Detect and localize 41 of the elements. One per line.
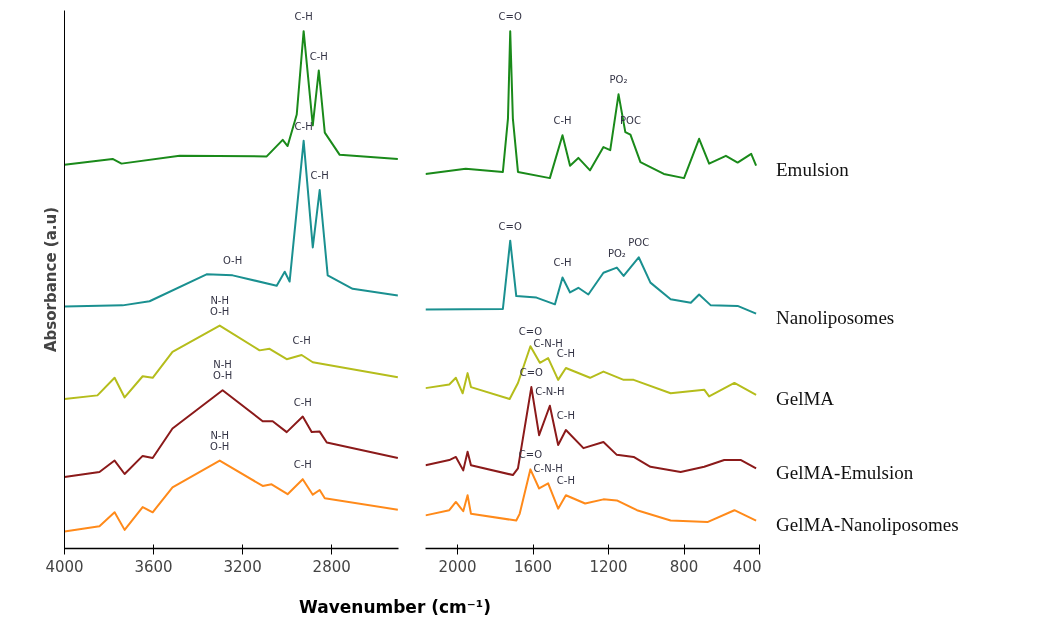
series-label: Emulsion bbox=[776, 159, 850, 181]
annotation: C-H bbox=[553, 257, 572, 269]
annotation: C-N-H bbox=[533, 463, 563, 475]
annotation: POC bbox=[628, 237, 650, 249]
annotation: N-H O-H bbox=[210, 429, 230, 452]
x-tick-label: 3600 bbox=[134, 557, 173, 576]
annotation: PO₂ bbox=[609, 74, 628, 86]
x-tick-label: 4000 bbox=[45, 557, 84, 576]
annotation: C=O bbox=[498, 220, 522, 232]
annotation: C-H bbox=[553, 115, 572, 127]
annotation: C-H bbox=[309, 50, 328, 62]
x-tick-label: 2000 bbox=[438, 557, 477, 576]
annotation: O-H bbox=[222, 255, 243, 267]
series-label: GelMA bbox=[776, 388, 835, 410]
y-axis-title: Absorbance (a.u) bbox=[41, 206, 60, 353]
annotation: C=O bbox=[498, 11, 522, 23]
annotation: C-H bbox=[293, 459, 312, 471]
annotation: C-H bbox=[293, 396, 312, 408]
x-tick-label: 1200 bbox=[589, 557, 628, 576]
x-tick-label: 400 bbox=[732, 557, 762, 576]
annotation: C=O bbox=[518, 326, 543, 338]
x-axis-title: Wavenumber (cm⁻¹) bbox=[299, 596, 491, 619]
x-tick-label: 800 bbox=[669, 557, 699, 576]
annotation: C-N-H bbox=[533, 338, 563, 350]
annotation: PO₂ bbox=[607, 247, 626, 259]
annotation: C-N-H bbox=[535, 385, 565, 397]
annotation: C-H bbox=[310, 170, 329, 182]
annotation: N-H O-H bbox=[210, 294, 230, 317]
x-tick-label: 3200 bbox=[223, 557, 262, 576]
annotation: C-H bbox=[294, 11, 313, 23]
series-label: GelMA-Nanoliposomes bbox=[776, 514, 959, 536]
annotation: C-H bbox=[556, 475, 575, 487]
series-label: GelMA-Emulsion bbox=[776, 461, 914, 483]
x-tick-label: 2800 bbox=[312, 557, 351, 576]
annotation: C-H bbox=[292, 335, 311, 347]
x-tick-label: 1600 bbox=[513, 557, 553, 576]
annotation: C-H bbox=[556, 347, 575, 359]
annotation: C-H bbox=[294, 120, 313, 132]
annotation: C-H bbox=[556, 410, 575, 422]
annotation: N-H O-H bbox=[212, 359, 233, 382]
series-label: Nanoliposomes bbox=[776, 307, 895, 329]
